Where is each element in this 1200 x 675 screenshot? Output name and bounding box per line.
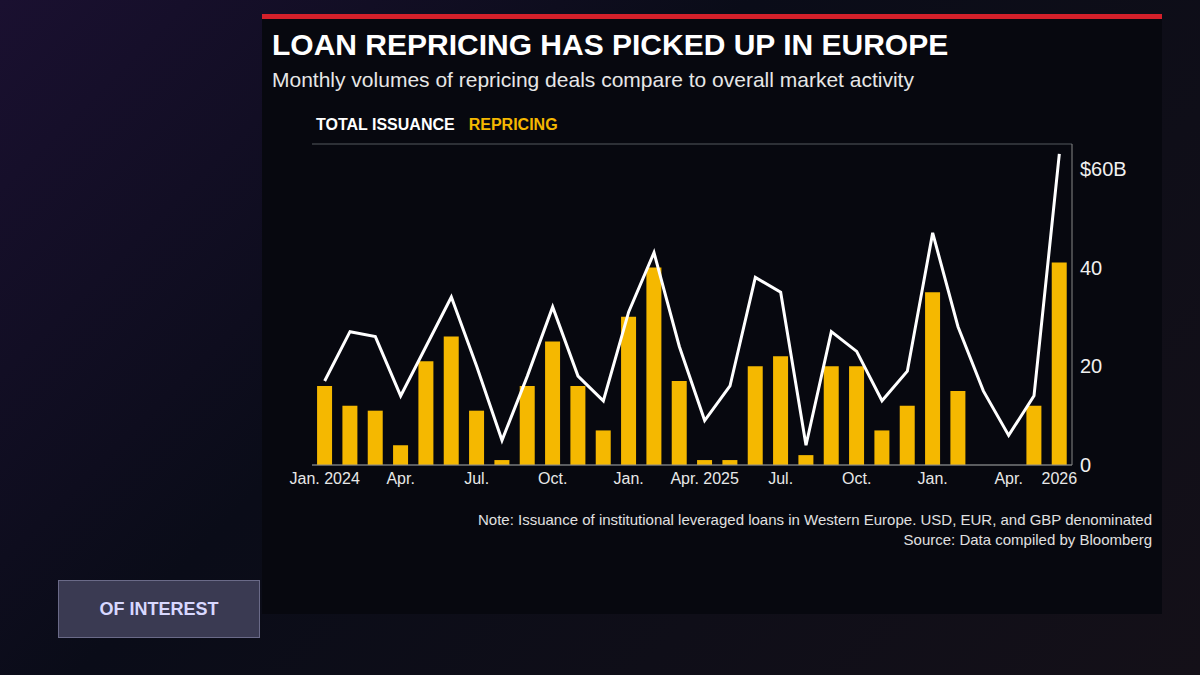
svg-text:20: 20 [1080,355,1102,377]
svg-text:Apr. 2025: Apr. 2025 [670,470,739,487]
html-text:REPRICING: REPRICING [468,116,558,133]
html-text:Monthly volumes of repricing d: Monthly volumes of repricing deals compa… [272,68,914,91]
html-text:OF INTEREST: OF INTEREST [99,598,219,619]
svg-text:Jan.: Jan. [614,470,644,487]
svg-text:Jan.: Jan. [918,470,948,487]
svg-text:Oct.: Oct. [842,470,871,487]
svg-text:Apr.: Apr. [994,470,1022,487]
svg-text:Jul.: Jul. [464,470,489,487]
svg-text:0: 0 [1080,454,1091,476]
svg-text:Jan. 2024: Jan. 2024 [290,470,360,487]
html-text:Note: Issuance of institutiona: Note: Issuance of institutional leverage… [478,511,1152,528]
svg-text:Oct.: Oct. [538,470,567,487]
svg-text:40: 40 [1080,257,1102,279]
svg-text:2026: 2026 [1042,470,1078,487]
svg-text:$60B: $60B [1080,158,1127,180]
svg-text:Apr.: Apr. [386,470,414,487]
html-text:LOAN REPRICING HAS PICKED UP I: LOAN REPRICING HAS PICKED UP IN EUROPE [272,28,949,61]
svg-text:Jul.: Jul. [768,470,793,487]
html-text:TOTAL ISSUANCE: TOTAL ISSUANCE [316,116,455,133]
html-text:Source: Data compiled by Bloom: Source: Data compiled by Bloomberg [903,531,1152,548]
